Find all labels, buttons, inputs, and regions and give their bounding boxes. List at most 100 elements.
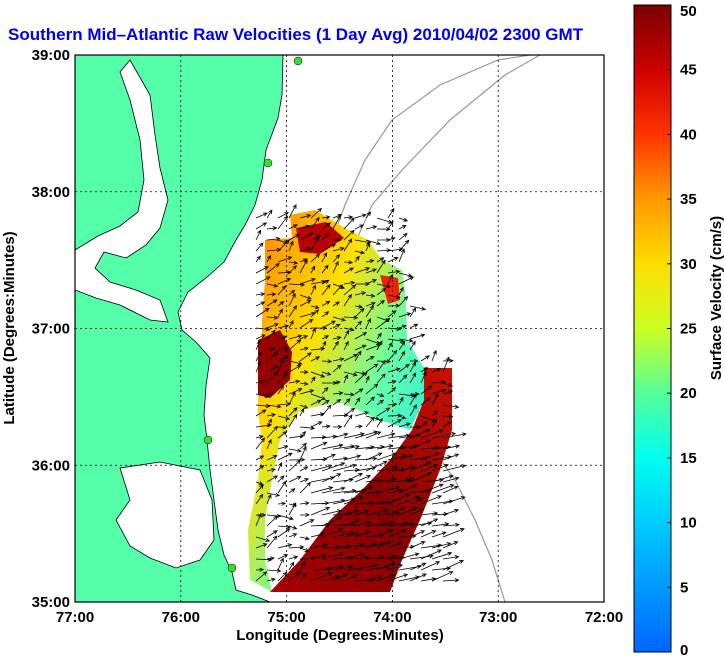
velocity-vector <box>343 374 348 384</box>
velocity-vector <box>365 293 376 298</box>
velocity-vector <box>442 382 454 387</box>
velocity-vector <box>332 246 345 252</box>
velocity-vector <box>376 227 391 232</box>
velocity-vector <box>420 371 427 384</box>
velocity-vector <box>343 238 353 252</box>
velocity-vector <box>288 292 296 307</box>
velocity-vector <box>321 340 327 351</box>
velocity-vector <box>354 307 365 318</box>
velocity-vector <box>376 521 394 527</box>
velocity-vector <box>420 385 433 395</box>
velocity-vector <box>277 270 292 275</box>
velocity-vector <box>255 481 264 486</box>
velocity-vector <box>343 543 365 549</box>
chesapeake-bay <box>75 59 169 323</box>
velocity-vector <box>442 555 460 560</box>
velocity-vector <box>332 380 341 385</box>
velocity-vector <box>321 284 331 296</box>
velocity-vector <box>266 475 279 483</box>
velocity-vector <box>398 350 406 362</box>
velocity-vector <box>343 432 365 439</box>
velocity-vector <box>277 475 285 483</box>
velocity-vector <box>332 424 343 429</box>
velocity-vector <box>266 209 273 219</box>
velocity-vector <box>431 464 449 472</box>
velocity-vector <box>431 531 447 538</box>
x-axis-label: Longitude (Degrees:Minutes) <box>236 627 444 644</box>
velocity-vector <box>266 351 279 362</box>
velocity-vector <box>387 338 405 343</box>
velocity-vector <box>299 404 309 409</box>
velocity-vector <box>299 478 309 483</box>
colorbar <box>633 4 672 653</box>
velocity-vector <box>398 286 404 296</box>
station-marker <box>263 158 273 168</box>
velocity-vector <box>398 338 414 343</box>
velocity-vector <box>431 349 437 362</box>
velocity-vector <box>255 340 261 351</box>
colorbar-tick-label: 15 <box>680 450 697 467</box>
velocity-vector <box>354 350 362 362</box>
velocity-vector <box>277 358 285 373</box>
x-tick-label: 75:00 <box>267 609 305 626</box>
velocity-vector <box>376 299 385 307</box>
velocity-vector <box>310 265 316 274</box>
velocity-vector <box>288 502 297 516</box>
velocity-vector <box>387 454 408 461</box>
velocity-vector <box>255 567 265 572</box>
velocity-vector <box>409 307 417 318</box>
velocity-vector <box>376 452 397 461</box>
velocity-vector <box>266 347 276 352</box>
velocity-vector <box>387 493 410 505</box>
velocity-vector <box>310 506 331 516</box>
velocity-vector <box>442 528 465 538</box>
velocity-vector <box>398 534 417 539</box>
velocity-vector <box>277 402 292 407</box>
velocity-vector <box>365 242 370 252</box>
velocity-vector <box>277 501 287 506</box>
y-tick-label: 35:00 <box>32 594 70 611</box>
velocity-vector <box>255 307 270 318</box>
velocity-vector <box>409 562 427 571</box>
station-marker <box>203 435 213 445</box>
velocity-vector <box>376 529 394 538</box>
velocity-vector <box>387 294 401 300</box>
velocity-vector <box>376 237 391 243</box>
velocity-vector <box>398 506 419 516</box>
velocity-vector <box>266 315 279 320</box>
velocity-vector <box>420 530 437 538</box>
velocity-vector <box>354 563 379 571</box>
velocity-field-high <box>270 368 452 592</box>
velocity-vector <box>266 438 272 450</box>
velocity-vector <box>277 480 287 494</box>
velocity-vector <box>255 536 271 543</box>
velocity-vector <box>288 476 302 483</box>
velocity-vector <box>266 418 272 428</box>
velocity-vector <box>310 356 321 362</box>
y-tick-label: 39:00 <box>32 47 70 64</box>
velocity-vector <box>299 232 314 241</box>
velocity-vector <box>343 267 354 274</box>
velocity-vector <box>398 295 409 307</box>
velocity-vector <box>409 497 424 505</box>
velocity-vector <box>343 229 355 241</box>
colorbar-label: Surface Velocity (cm/s) <box>708 216 724 380</box>
station-marker <box>293 56 303 66</box>
y-axis-ticks: 39:00 38:00 37:00 36:00 35:00 <box>32 47 70 611</box>
velocity-vector <box>255 292 266 297</box>
velocity-vector <box>398 363 410 373</box>
velocity-vector <box>332 432 349 439</box>
velocity-vector <box>343 552 366 560</box>
velocity-vector <box>321 232 330 241</box>
velocity-vector <box>288 240 294 252</box>
velocity-vector <box>321 222 331 230</box>
velocity-vector <box>332 531 355 538</box>
velocity-vector <box>365 225 378 230</box>
velocity-vector <box>299 442 307 450</box>
velocity-vector <box>420 452 441 461</box>
velocity-vector <box>288 260 299 265</box>
velocity-vector <box>409 428 431 439</box>
velocity-vector <box>299 352 312 362</box>
velocity-vector <box>266 236 281 242</box>
